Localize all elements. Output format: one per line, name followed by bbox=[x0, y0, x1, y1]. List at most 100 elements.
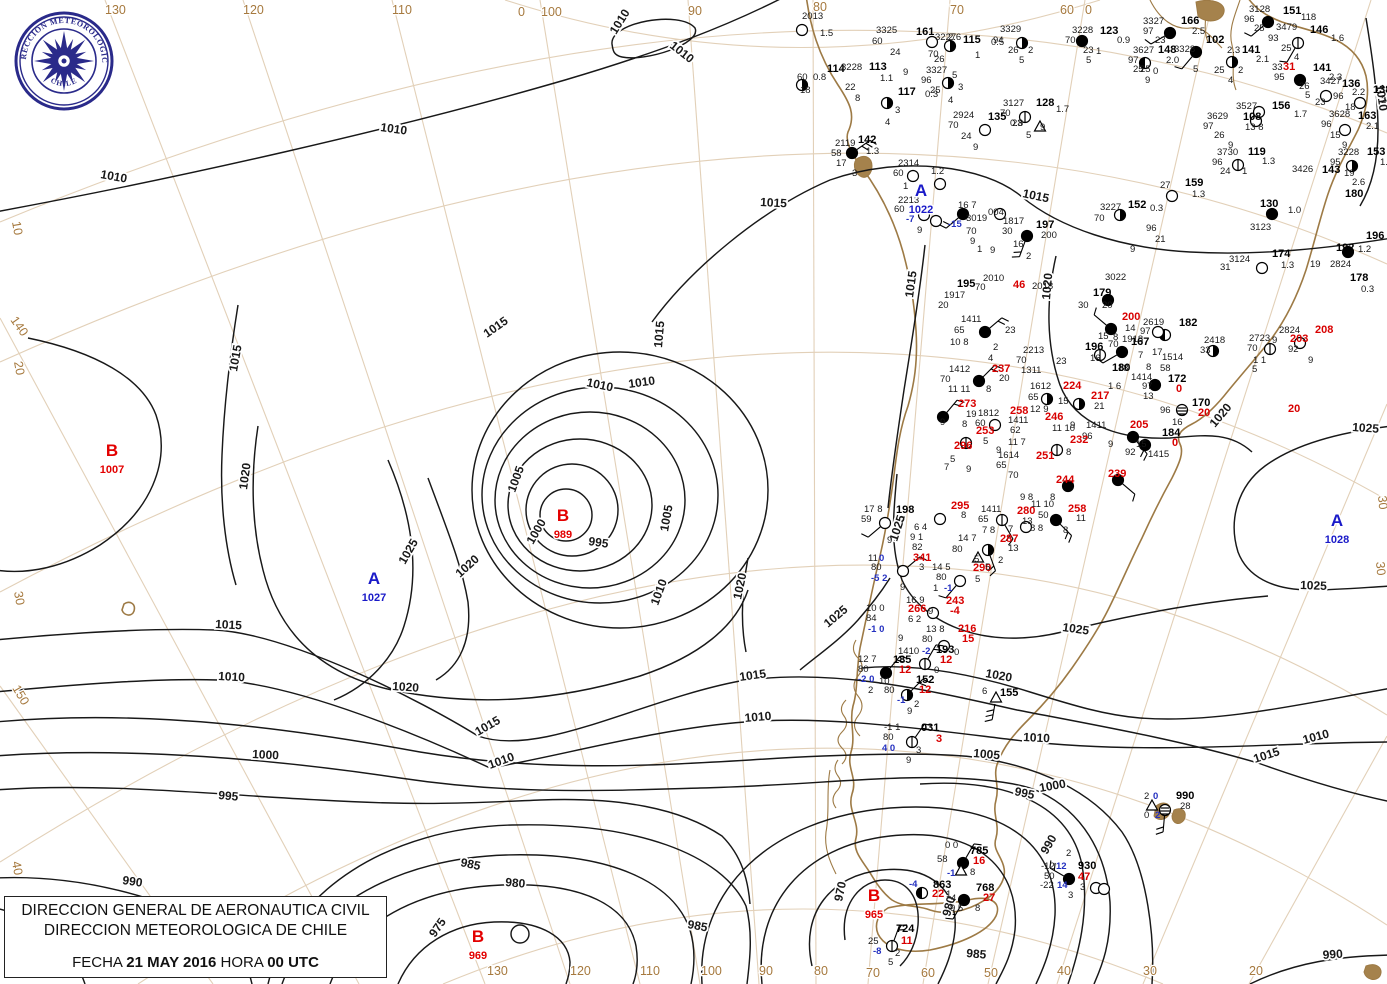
station-value-blue: -7 bbox=[906, 214, 914, 225]
coordinate-label: 70 bbox=[866, 966, 880, 980]
station-symbol-tr bbox=[1033, 119, 1047, 132]
station-text: 0 bbox=[934, 665, 939, 676]
station-text: 70 bbox=[1108, 339, 1119, 350]
station-text: 1 bbox=[1242, 166, 1247, 177]
station-id: 130 bbox=[1260, 198, 1278, 210]
station-text: 2 bbox=[993, 342, 998, 353]
station-text: 5 bbox=[1086, 55, 1091, 66]
station-symbol-vl bbox=[959, 436, 973, 450]
isobar-label: 1015 bbox=[902, 270, 920, 299]
station-text: 3123 bbox=[1250, 222, 1271, 233]
station-text: 9 bbox=[970, 236, 975, 247]
isobar-label: 980 bbox=[505, 875, 526, 891]
isobar-label: 995 bbox=[218, 788, 239, 804]
station-text: 11 10 bbox=[1031, 499, 1054, 510]
station-text: 5 bbox=[1193, 64, 1198, 75]
station-text: 2119 bbox=[835, 138, 855, 149]
station-text: 19 bbox=[1310, 259, 1321, 270]
isobar-label: 1025 bbox=[1352, 420, 1380, 436]
station-symbol-f bbox=[972, 374, 986, 388]
station-text: 50 bbox=[1038, 510, 1049, 521]
station-text: 0.5 bbox=[991, 37, 1004, 48]
wind-barb bbox=[856, 139, 877, 151]
isobar-label: 1020 bbox=[236, 462, 254, 491]
station-symbol-f bbox=[956, 207, 970, 221]
station-id-red: 295 bbox=[951, 500, 969, 512]
station-id: 170 bbox=[1192, 397, 1210, 409]
station-id: 113 bbox=[869, 61, 887, 73]
station-text: 60 bbox=[893, 168, 904, 179]
station-id: 115 bbox=[963, 34, 981, 46]
station-id: 143 bbox=[1322, 164, 1340, 176]
station-text: 5 bbox=[1026, 130, 1031, 141]
coordinate-label: 60 bbox=[921, 966, 935, 980]
station-text: 8 bbox=[1113, 332, 1118, 343]
station-text: 1410 bbox=[898, 646, 919, 657]
station-text: 1.6 bbox=[1331, 33, 1344, 44]
station-text: 22 bbox=[845, 82, 856, 93]
station-text: 1.7 bbox=[1056, 104, 1069, 115]
station-text: 25 bbox=[1140, 64, 1151, 75]
station-text: 1414 bbox=[1131, 372, 1152, 383]
station-text: 13 bbox=[1022, 516, 1033, 527]
coordinate-label: 40 bbox=[9, 860, 25, 876]
station-text: 3228 bbox=[841, 62, 862, 73]
wind-barb bbox=[1174, 56, 1193, 70]
coordinate-label: 80 bbox=[814, 964, 828, 978]
station-text: 70 bbox=[975, 282, 986, 293]
station-text: 0.8 bbox=[813, 72, 826, 83]
isobar-label: 1010 bbox=[1023, 730, 1051, 745]
station-text: 8 bbox=[1050, 492, 1055, 503]
wind-barb bbox=[987, 555, 997, 577]
station-id: 195 bbox=[957, 278, 975, 290]
station-text: 19 bbox=[966, 409, 977, 420]
station-id: 163 bbox=[1358, 110, 1376, 122]
wind-barb bbox=[1011, 241, 1026, 258]
coordinate-label: 0 bbox=[518, 5, 525, 19]
isobar-label: 1010 bbox=[218, 669, 246, 684]
station-id-red: 203 bbox=[1290, 333, 1308, 345]
station-text: 1 bbox=[975, 50, 980, 61]
isobar-label: 1010 bbox=[585, 375, 614, 394]
station-id-red: 266 bbox=[908, 603, 926, 615]
pressure-center-letter: B bbox=[472, 927, 484, 946]
station-text: 95 bbox=[1330, 157, 1341, 168]
station-text: -12 bbox=[1041, 861, 1055, 872]
station-id-red: 280 bbox=[1017, 505, 1035, 517]
station-id-red: 12 bbox=[940, 654, 952, 666]
station-text: 0 0 bbox=[945, 840, 958, 851]
station-text: 9 bbox=[887, 535, 892, 546]
station-text: 26 bbox=[934, 54, 945, 65]
station-text: 3629 bbox=[1207, 111, 1228, 122]
station-id: 193 bbox=[936, 644, 954, 656]
station-text: 9 bbox=[1040, 122, 1045, 133]
station-text: 96 bbox=[921, 75, 932, 86]
station-text: 9 bbox=[898, 633, 903, 644]
station-text: 58 bbox=[831, 148, 842, 159]
station-symbol-f bbox=[1148, 378, 1162, 392]
isobar-label: 995 bbox=[588, 534, 610, 551]
station-text: 1 bbox=[977, 244, 982, 255]
station-id-red: 232 bbox=[1070, 434, 1088, 446]
station-symbol-f bbox=[1341, 245, 1355, 259]
station-text: 60 bbox=[894, 204, 905, 215]
station-text: 15 bbox=[1058, 396, 1069, 407]
station-text: 2010 bbox=[983, 273, 1004, 284]
station-id: 102 bbox=[1206, 34, 1224, 46]
pressure-center-letter: B bbox=[557, 506, 569, 525]
station-value-blue: -2 0 bbox=[858, 674, 874, 685]
station-id: 180 bbox=[1345, 188, 1363, 200]
wind-barbs bbox=[856, 25, 1296, 941]
station-text: 2.1 bbox=[1256, 54, 1269, 65]
station-text: 25 bbox=[868, 936, 879, 947]
station-symbol-vl bbox=[905, 735, 919, 749]
station-text: 1.3 bbox=[866, 146, 879, 157]
wind-barb bbox=[945, 904, 962, 920]
station-symbol-o bbox=[906, 169, 920, 183]
station-text: 25 bbox=[930, 85, 941, 96]
station-text: 13 bbox=[1008, 543, 1019, 554]
station-id-red: 217 bbox=[1091, 390, 1109, 402]
station-symbol-vl bbox=[1018, 110, 1032, 124]
station-id: 148 bbox=[1158, 44, 1176, 56]
wind-barb bbox=[939, 217, 959, 229]
